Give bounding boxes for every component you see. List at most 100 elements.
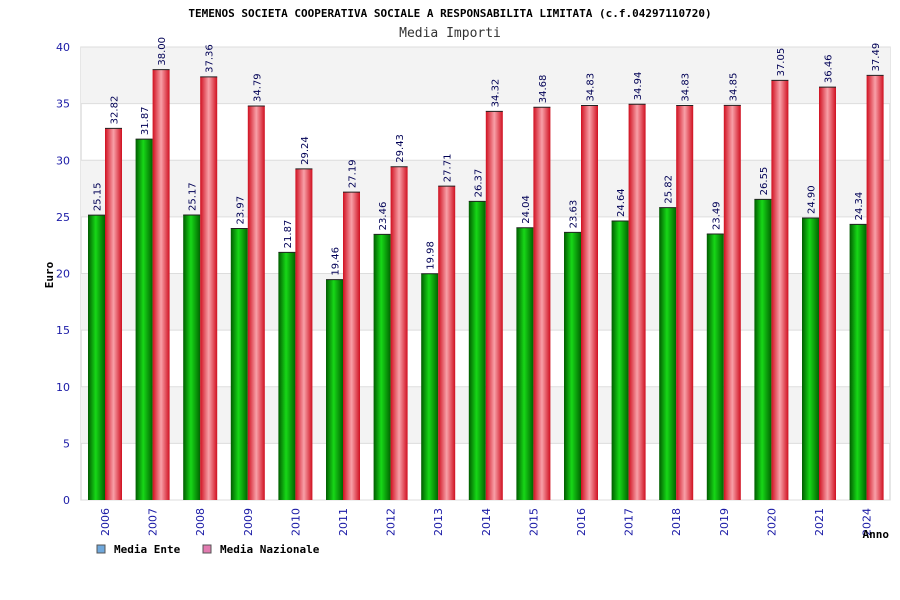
data-label: 37.36: [205, 44, 216, 73]
bars: 25.15 32.82 31.87 38.00 25.17 37.36 23.97 34.79…: [88, 37, 884, 501]
bar-media-nazionale: [533, 107, 551, 501]
bar-media-ente: [373, 234, 391, 501]
bar-media-ente: [326, 279, 343, 500]
x-tick-label: 2008: [194, 508, 207, 536]
data-label: 27.71: [443, 154, 454, 183]
bar-media-nazionale: [628, 104, 646, 500]
y-tick-label: 15: [56, 324, 70, 337]
x-tick-label: 2018: [670, 508, 683, 536]
data-label: 23.63: [569, 200, 580, 229]
bar-media-ente: [754, 199, 772, 501]
legend-swatch-media-ente: [96, 544, 106, 554]
bar-media-nazionale: [485, 111, 503, 501]
data-label: 27.19: [348, 159, 359, 188]
bar-media-ente: [278, 252, 296, 500]
data-label: 34.79: [252, 73, 263, 102]
bar-media-nazionale: [343, 192, 360, 501]
x-tick-label: 2021: [813, 508, 826, 536]
y-tick-label: 5: [63, 437, 70, 450]
data-label: 29.24: [300, 136, 311, 165]
bar-media-ente: [421, 273, 439, 500]
legend-swatch-media-nazionale: [202, 544, 212, 554]
x-tick-label: 2019: [718, 508, 731, 536]
x-tick-label: 2014: [480, 508, 493, 536]
bar-media-nazionale: [676, 105, 694, 501]
data-label: 34.85: [728, 73, 739, 102]
x-axis-label: Anno: [863, 528, 890, 541]
bar-media-ente: [135, 139, 153, 500]
bar-media-ente: [659, 207, 677, 500]
bar-media-nazionale: [723, 105, 741, 500]
x-tick-label: 2006: [99, 508, 112, 536]
bar-media-nazionale: [819, 87, 836, 500]
data-label: 19.46: [331, 247, 342, 276]
x-tick-label: 2017: [623, 508, 636, 536]
chart-title: TEMENOS SOCIETA COOPERATIVA SOCIALE A RE…: [188, 7, 711, 20]
bar-media-nazionale: [866, 75, 884, 500]
x-tick-label: 2011: [337, 508, 350, 536]
data-label: 19.98: [426, 241, 437, 270]
bar-media-nazionale: [152, 69, 170, 501]
bar-media-nazionale: [390, 166, 408, 500]
bar-media-ente: [564, 232, 581, 500]
data-label: 25.82: [664, 175, 675, 204]
y-tick-label: 20: [56, 268, 70, 281]
y-tick-label: 35: [56, 98, 70, 111]
y-tick-label: 0: [63, 494, 70, 507]
data-label: 37.49: [871, 43, 882, 72]
data-label: 37.05: [776, 48, 787, 77]
data-label: 38.00: [157, 37, 168, 66]
y-tick-label: 10: [56, 381, 70, 394]
bar-media-nazionale: [771, 80, 789, 500]
data-label: 24.90: [807, 185, 818, 214]
x-tick-label: 2009: [242, 508, 255, 536]
y-axis-label: Euro: [43, 261, 56, 288]
data-label: 34.32: [490, 79, 501, 108]
bar-media-nazionale: [247, 106, 265, 501]
bar-media-ente: [611, 220, 629, 500]
legend-label-media-ente: Media Ente: [114, 543, 181, 556]
y-tick-label: 25: [56, 211, 70, 224]
bar-media-ente: [706, 233, 724, 500]
x-tick-label: 2013: [432, 508, 445, 536]
x-tick-label: 2016: [575, 508, 588, 536]
data-label: 26.55: [759, 167, 770, 196]
y-tick-label: 30: [56, 154, 70, 167]
bar-media-nazionale: [438, 186, 456, 500]
y-axis-ticks: 0 5 10 15 20 25 30 35 40: [56, 41, 70, 507]
data-label: 36.46: [824, 54, 835, 83]
bar-media-ente: [230, 228, 248, 501]
bar-media-ente: [183, 214, 201, 500]
data-label: 34.68: [538, 75, 549, 104]
data-label: 23.49: [711, 201, 722, 230]
legend: Media Ente Media Nazionale: [96, 543, 320, 556]
data-label: 24.34: [854, 192, 865, 221]
x-tick-label: 2007: [147, 508, 160, 536]
bar-media-nazionale: [200, 76, 218, 500]
bar-media-ente: [468, 201, 486, 501]
data-label: 21.87: [283, 220, 294, 249]
data-label: 32.82: [110, 96, 121, 125]
x-tick-label: 2010: [289, 508, 302, 536]
bar-media-nazionale: [581, 105, 598, 501]
data-label: 23.97: [235, 196, 246, 225]
data-label: 31.87: [140, 106, 151, 135]
x-axis-ticks: 2006 2007 2008 2009 2010 2011 2012 2013 2014 2015…: [99, 508, 874, 536]
data-label: 25.15: [93, 183, 104, 212]
bar-media-ente: [516, 227, 534, 500]
bar-media-ente: [88, 215, 105, 500]
data-label: 24.04: [521, 195, 532, 224]
chart-subtitle: Media Importi: [399, 26, 501, 41]
x-tick-label: 2015: [527, 508, 540, 536]
data-label: 23.46: [378, 202, 389, 231]
bar-media-nazionale: [105, 128, 122, 500]
x-tick-label: 2020: [765, 508, 778, 536]
x-tick-label: 2024: [861, 508, 874, 536]
legend-label-media-nazionale: Media Nazionale: [220, 543, 320, 556]
data-label: 34.83: [586, 73, 597, 102]
data-label: 34.83: [681, 73, 692, 102]
y-tick-label: 40: [56, 41, 70, 54]
data-label: 34.94: [633, 72, 644, 101]
data-label: 26.37: [473, 169, 484, 198]
